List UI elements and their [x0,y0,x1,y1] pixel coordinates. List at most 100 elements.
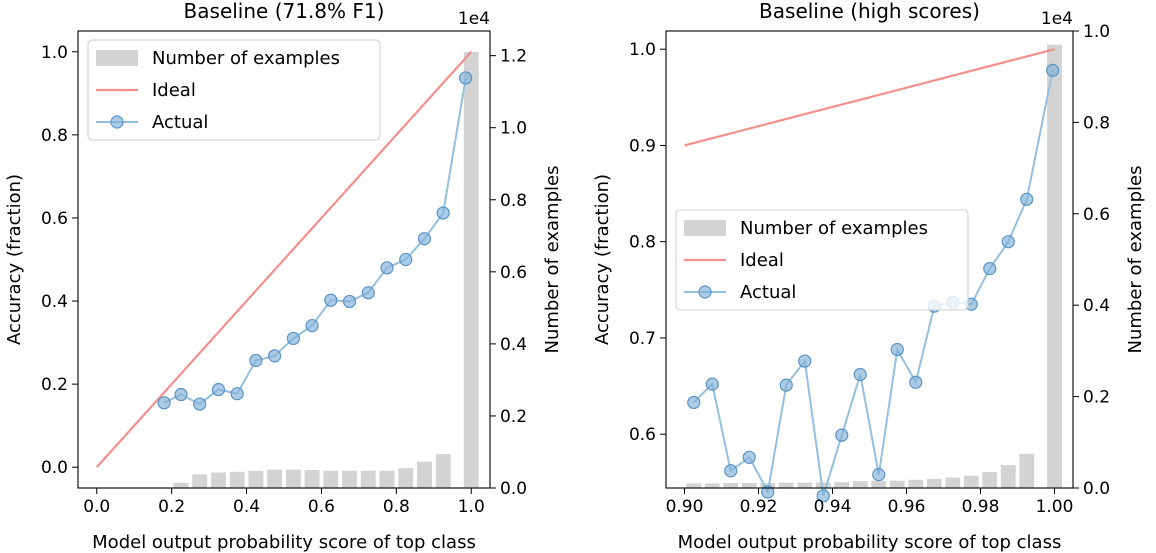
actual-point [305,318,319,333]
legend-label-bars: Number of examples [740,218,928,239]
actual-point [742,450,756,464]
actual-point [174,387,188,402]
x-tick-label: 0.90 [666,497,704,517]
actual-point [157,396,171,410]
legend-frame [675,209,969,311]
actual-point [211,382,226,397]
legend-label-actual: Actual [152,112,208,133]
bar [304,469,320,488]
legend-label-ideal: Ideal [740,250,784,271]
bar [398,468,414,488]
actual-point [399,252,413,267]
actual-point [779,378,793,392]
y-tick-label-left: 0.0 [41,458,68,478]
actual-point [324,293,338,307]
y-axis-label-left: Accuracy (fraction) [592,174,613,345]
y-tick-label-left: 0.6 [41,209,68,229]
chart-title: Baseline (high scores) [759,0,980,23]
x-tick-label: 1.0 [458,497,485,517]
bar [229,471,245,488]
y-axis-label-left: Accuracy (fraction) [4,174,25,345]
x-tick-label: 0.96 [888,497,926,517]
legend-label-actual: Actual [740,282,796,303]
bar [360,470,376,488]
legend-label-bars: Number of examples [152,48,340,69]
actual-point [798,354,812,368]
y-tick-label-right: 0.4 [500,335,527,355]
legend: Number of examples Ideal Actual [675,209,969,311]
actual-point [1001,235,1015,249]
x-tick-label: 0.0 [83,497,110,517]
actual-point [286,331,300,346]
bar [323,470,339,488]
actual-point [983,262,997,276]
bar [723,482,739,488]
bar [704,483,720,488]
bar [741,482,757,488]
y-tick-label-right: 0.8 [1083,113,1110,133]
bar [1019,453,1035,488]
bar [192,474,208,488]
y-tick-label-left: 0.4 [41,292,68,312]
legend-swatch-actual-marker [698,285,712,299]
legend-swatch-bars [684,220,726,236]
y-tick-label-right: 1.2 [500,47,527,67]
actual-point [193,397,207,411]
actual-point [459,71,473,85]
axis-exponent: 1e4 [1041,9,1073,29]
actual-point [436,206,450,220]
bar [982,472,998,488]
actual-point [342,294,357,309]
panel-right: 0.90 0.92 0.94 0.96 0.98 1.00 0.6 0.7 0.8 0.9 1.0 0… [592,0,1146,553]
actual-point [705,377,719,391]
actual-point [853,367,867,382]
bar [435,454,451,488]
x-tick-label: 0.4 [233,497,260,517]
bar [1047,44,1062,489]
y-tick-label-right: 0.0 [1083,479,1110,499]
x-tick-label: 0.8 [383,497,410,517]
axes-frame [665,30,1074,489]
bar [463,52,479,488]
bar [248,470,264,488]
bar [379,470,395,488]
x-tick-label: 0.6 [308,497,335,517]
bar [173,482,189,488]
bar [963,475,979,488]
bar [778,482,794,488]
y-tick-label-right: 0.0 [500,479,527,499]
x-tick-label: 0.94 [814,497,852,517]
actual-point [872,468,886,482]
actual-point [417,232,432,246]
x-tick-label: 0.2 [158,497,185,517]
legend: Number of examples Ideal Actual [87,39,381,141]
actual-point [761,485,775,499]
bar [945,477,961,488]
y-tick-label-left: 0.6 [629,425,656,445]
actual-point [230,387,244,401]
bar [1000,465,1016,488]
x-axis-label: Model output probability score of top cl… [92,532,476,553]
y-tick-label-right: 0.4 [1083,296,1110,316]
axes-frame [77,30,491,489]
actual-point [361,286,375,300]
bar [871,480,887,488]
ideal-line [684,48,1055,147]
x-tick-label: 1.00 [1036,497,1074,517]
actual-point [268,349,282,363]
y-tick-label-right: 0.6 [1083,205,1110,225]
axis-exponent: 1e4 [458,9,490,29]
bar [285,469,301,488]
bar [834,482,850,488]
bar [210,472,226,488]
y-axis-label-right: Number of examples [1125,166,1146,354]
y-axis-label-right: Number of examples [542,166,563,354]
bar [889,480,905,488]
actual-point [835,428,849,442]
y-tick-label-right: 0.2 [500,407,527,427]
y-tick-label-right: 0.2 [1083,388,1110,408]
actual-point [249,353,263,368]
actual-point [816,489,830,503]
actual-point [1020,192,1034,206]
actual-point [687,395,701,410]
